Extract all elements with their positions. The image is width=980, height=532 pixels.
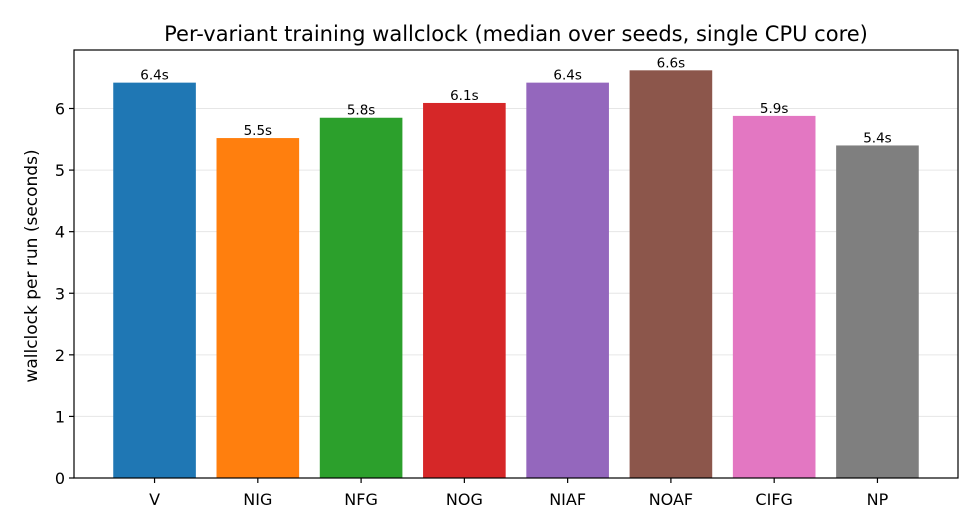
plot-frame xyxy=(73,49,959,479)
data-label: 5.5s xyxy=(244,123,273,139)
y-tick-label: 0 xyxy=(55,469,65,488)
data-label: 6.4s xyxy=(140,68,169,84)
data-label: 6.6s xyxy=(657,55,686,71)
x-tick-label: NP xyxy=(867,490,889,509)
data-label: 5.4s xyxy=(863,130,892,146)
data-label: 6.4s xyxy=(553,68,582,84)
x-tick-label: CIFG xyxy=(755,490,793,509)
x-tick-label: NOAF xyxy=(649,490,693,509)
bars xyxy=(113,70,919,479)
bar-niaf xyxy=(526,82,609,478)
data-label: 5.8s xyxy=(347,103,376,119)
x-tick-label: V xyxy=(149,490,160,509)
chart-title: Per-variant training wallclock (median o… xyxy=(164,22,868,46)
data-label: 5.9s xyxy=(760,101,789,117)
gridlines xyxy=(74,108,958,417)
bar-np xyxy=(836,145,919,478)
x-tick-label: NFG xyxy=(344,490,378,509)
y-axis-ticks: 0 1 2 3 4 5 6 xyxy=(55,100,74,488)
y-tick-label: 3 xyxy=(55,284,65,303)
x-axis-ticks: V NIG NFG NOG NIAF NOAF CIFG NP xyxy=(149,478,889,509)
bar-nig xyxy=(216,138,300,479)
x-tick-label: NIG xyxy=(243,490,272,509)
bar-nfg xyxy=(319,117,403,479)
y-tick-label: 1 xyxy=(55,407,65,426)
y-tick-label: 2 xyxy=(55,346,65,365)
y-tick-label: 4 xyxy=(55,223,65,242)
data-labels: 6.4s 5.5s 5.8s 6.1s 6.4s 6.6s 5.9s 5.4s xyxy=(140,55,891,146)
bar-v xyxy=(113,82,196,478)
y-tick-label: 6 xyxy=(55,100,65,119)
bar-nog xyxy=(423,102,506,478)
data-label: 6.1s xyxy=(450,88,479,104)
bar-cifg xyxy=(732,115,816,478)
x-tick-label: NIAF xyxy=(549,490,586,509)
x-tick-label: NOG xyxy=(446,490,483,509)
bar-noaf xyxy=(629,70,713,479)
y-axis-label: wallclock per run (seconds) xyxy=(22,149,42,382)
y-tick-label: 5 xyxy=(55,161,65,180)
